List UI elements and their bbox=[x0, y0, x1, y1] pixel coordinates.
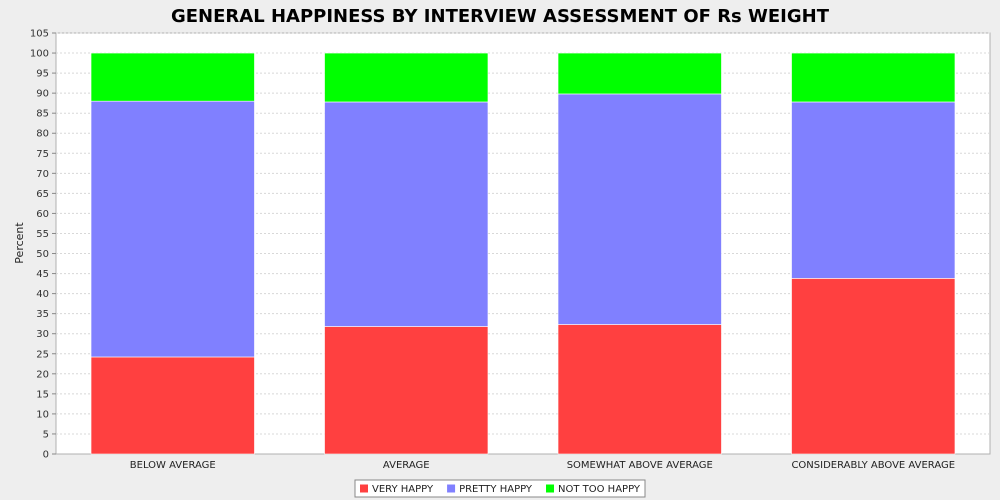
y-tick-label: 45 bbox=[36, 269, 49, 280]
bar-segment-not-too-happy bbox=[324, 52, 489, 103]
bar-segment-pretty-happy bbox=[90, 100, 255, 358]
y-axis: 0 5 10 15 20 25 30 35 40 45 50 55 60 65 70 75 80 85 90 95 10… bbox=[30, 29, 56, 461]
bar-segment-pretty-happy bbox=[557, 93, 722, 325]
y-tick-label: 0 bbox=[43, 450, 49, 461]
y-tick-label: 90 bbox=[36, 89, 49, 100]
y-tick-label: 5 bbox=[43, 429, 49, 440]
y-tick-label: 15 bbox=[36, 389, 49, 400]
chart-title: GENERAL HAPPINESS BY INTERVIEW ASSESSMEN… bbox=[171, 6, 830, 27]
legend-label: VERY HAPPY bbox=[372, 484, 434, 495]
y-tick-label: 50 bbox=[36, 249, 49, 260]
legend-swatch bbox=[447, 484, 456, 493]
y-tick-label: 85 bbox=[36, 109, 49, 120]
y-tick-label: 65 bbox=[36, 189, 49, 200]
y-tick-label: 35 bbox=[36, 309, 49, 320]
legend-label: NOT TOO HAPPY bbox=[558, 484, 641, 495]
y-tick-label: 25 bbox=[36, 349, 49, 360]
y-tick-label: 105 bbox=[30, 29, 49, 40]
bar-segment-not-too-happy bbox=[90, 52, 255, 102]
y-axis-title: Percent bbox=[13, 222, 26, 264]
y-tick-label: 20 bbox=[36, 369, 49, 380]
x-axis: BELOW AVERAGE AVERAGE SOMEWHAT ABOVE AVERA… bbox=[130, 460, 955, 471]
bar-segment-very-happy bbox=[791, 278, 956, 455]
y-tick-label: 95 bbox=[36, 69, 49, 80]
y-tick-label: 10 bbox=[36, 409, 49, 420]
bars bbox=[90, 52, 956, 455]
legend-swatch bbox=[546, 484, 555, 493]
bar-segment-not-too-happy bbox=[557, 52, 722, 95]
y-tick-label: 75 bbox=[36, 149, 49, 160]
bar-segment-very-happy bbox=[557, 324, 722, 455]
legend-swatch bbox=[360, 484, 368, 493]
x-tick-label: AVERAGE bbox=[383, 460, 430, 471]
x-tick-label: CONSIDERABLY ABOVE AVERAGE bbox=[791, 460, 955, 471]
legend-label: PRETTY HAPPY bbox=[459, 484, 533, 495]
bar-segment-very-happy bbox=[90, 356, 255, 455]
x-tick-label: BELOW AVERAGE bbox=[130, 460, 216, 471]
y-tick-label: 55 bbox=[36, 229, 49, 240]
y-tick-label: 70 bbox=[36, 169, 49, 180]
x-tick-label: SOMEWHAT ABOVE AVERAGE bbox=[567, 460, 713, 471]
legend: VERY HAPPY PRETTY HAPPY NOT TOO HAPPY bbox=[354, 479, 646, 498]
y-tick-label: 60 bbox=[36, 209, 49, 220]
bar-segment-pretty-happy bbox=[324, 101, 489, 327]
bar-segment-pretty-happy bbox=[791, 101, 956, 279]
bar-segment-not-too-happy bbox=[791, 52, 956, 103]
bar-segment-very-happy bbox=[324, 326, 489, 455]
y-tick-label: 30 bbox=[36, 329, 49, 340]
y-tick-label: 100 bbox=[30, 49, 49, 60]
y-tick-label: 40 bbox=[36, 289, 49, 300]
legend-box bbox=[354, 479, 646, 498]
y-tick-label: 80 bbox=[36, 129, 49, 140]
